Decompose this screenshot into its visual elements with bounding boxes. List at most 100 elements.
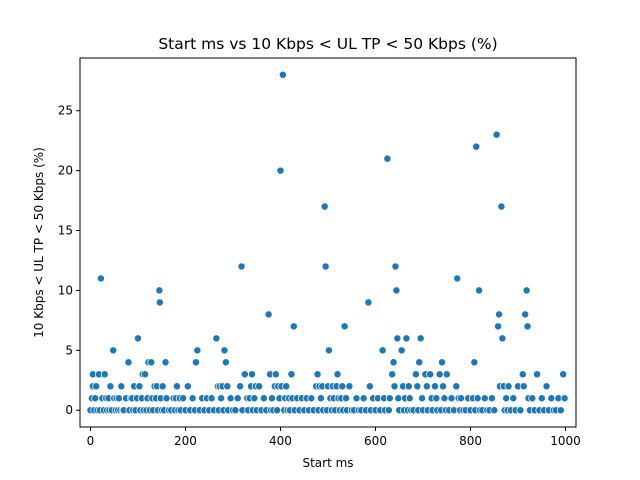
data-point [91, 394, 100, 403]
data-point [134, 334, 142, 343]
y-axis: 0 5 10 15 20 25 [58, 104, 80, 417]
data-point [92, 382, 101, 391]
data-point [162, 394, 171, 403]
data-point [271, 370, 280, 379]
data-point [385, 394, 394, 403]
data-point [442, 370, 451, 379]
data-point [231, 406, 240, 415]
data-point [391, 262, 400, 271]
data-point [313, 370, 322, 379]
data-point [528, 394, 537, 403]
data-point [207, 394, 216, 403]
data-point [480, 394, 489, 403]
x-tick-label: 0 [87, 434, 95, 448]
data-point [542, 382, 551, 391]
plot-frame [79, 57, 577, 428]
data-point [233, 394, 242, 403]
data-point [487, 394, 496, 403]
data-point [388, 370, 397, 379]
data-point [193, 346, 202, 355]
data-point [415, 358, 424, 367]
x-tick-label: 400 [269, 434, 292, 448]
data-point [236, 382, 245, 391]
data-point [117, 382, 126, 391]
data-point [212, 334, 221, 343]
data-point [440, 394, 449, 403]
data-point [109, 346, 118, 355]
data-point [394, 394, 403, 403]
data-point [522, 286, 531, 295]
data-point [453, 274, 462, 283]
data-point [519, 382, 528, 391]
data-point [518, 370, 527, 379]
y-tick-label: 15 [58, 224, 73, 238]
data-point [155, 286, 164, 295]
data-point [523, 322, 532, 331]
data-point [161, 358, 170, 367]
data-point [422, 382, 431, 391]
data-point [223, 382, 232, 391]
data-point [183, 382, 192, 391]
data-point [141, 370, 150, 379]
data-point [435, 370, 444, 379]
x-axis-label: Start ms [302, 456, 353, 470]
data-point [100, 370, 109, 379]
data-point [457, 394, 465, 403]
data-point [494, 322, 503, 331]
y-tick-label: 0 [65, 403, 73, 417]
data-point [498, 334, 507, 343]
data-point [188, 394, 197, 403]
y-tick-label: 20 [58, 164, 73, 178]
data-point [316, 394, 325, 403]
data-point [289, 322, 298, 331]
data-point [509, 394, 518, 403]
data-point [96, 274, 105, 283]
data-point [352, 394, 361, 403]
data-point [533, 370, 541, 379]
data-point [472, 142, 481, 151]
data-points [86, 70, 569, 415]
x-tick-label: 1000 [550, 434, 581, 448]
data-point [378, 346, 387, 355]
y-tick-label: 25 [58, 104, 73, 118]
data-point [502, 394, 511, 403]
data-point [411, 370, 420, 379]
data-point [333, 370, 342, 379]
data-point [191, 358, 200, 367]
data-point [155, 298, 164, 307]
data-point [504, 382, 513, 391]
data-point [495, 310, 503, 319]
data-point [342, 394, 350, 403]
data-point [345, 382, 354, 391]
data-point [560, 394, 569, 403]
data-point [473, 394, 482, 403]
data-point [497, 202, 506, 211]
data-point [179, 394, 188, 403]
data-point [416, 334, 425, 343]
data-point [307, 394, 316, 403]
data-point [217, 394, 226, 403]
data-point [338, 382, 347, 391]
data-point [172, 382, 181, 391]
data-point [402, 334, 411, 343]
data-point [430, 382, 439, 391]
data-point [537, 394, 546, 403]
data-point [340, 322, 349, 331]
data-point [359, 394, 368, 403]
y-axis-label: 10 Kbps < UL TP < 50 Kbps (%) [32, 147, 46, 338]
data-point [490, 406, 499, 415]
data-point [255, 382, 264, 391]
data-point [221, 358, 230, 367]
data-point [147, 358, 156, 367]
data-point [389, 358, 398, 367]
y-tick-label: 5 [65, 343, 73, 357]
chart-title: Start ms vs 10 Kbps < UL TP < 50 Kbps (%… [158, 35, 497, 53]
data-point [393, 334, 402, 343]
data-point [248, 370, 256, 379]
data-point [364, 298, 373, 307]
data-point [492, 130, 501, 139]
data-point [106, 382, 115, 391]
data-point [452, 382, 461, 391]
data-point [547, 394, 556, 403]
